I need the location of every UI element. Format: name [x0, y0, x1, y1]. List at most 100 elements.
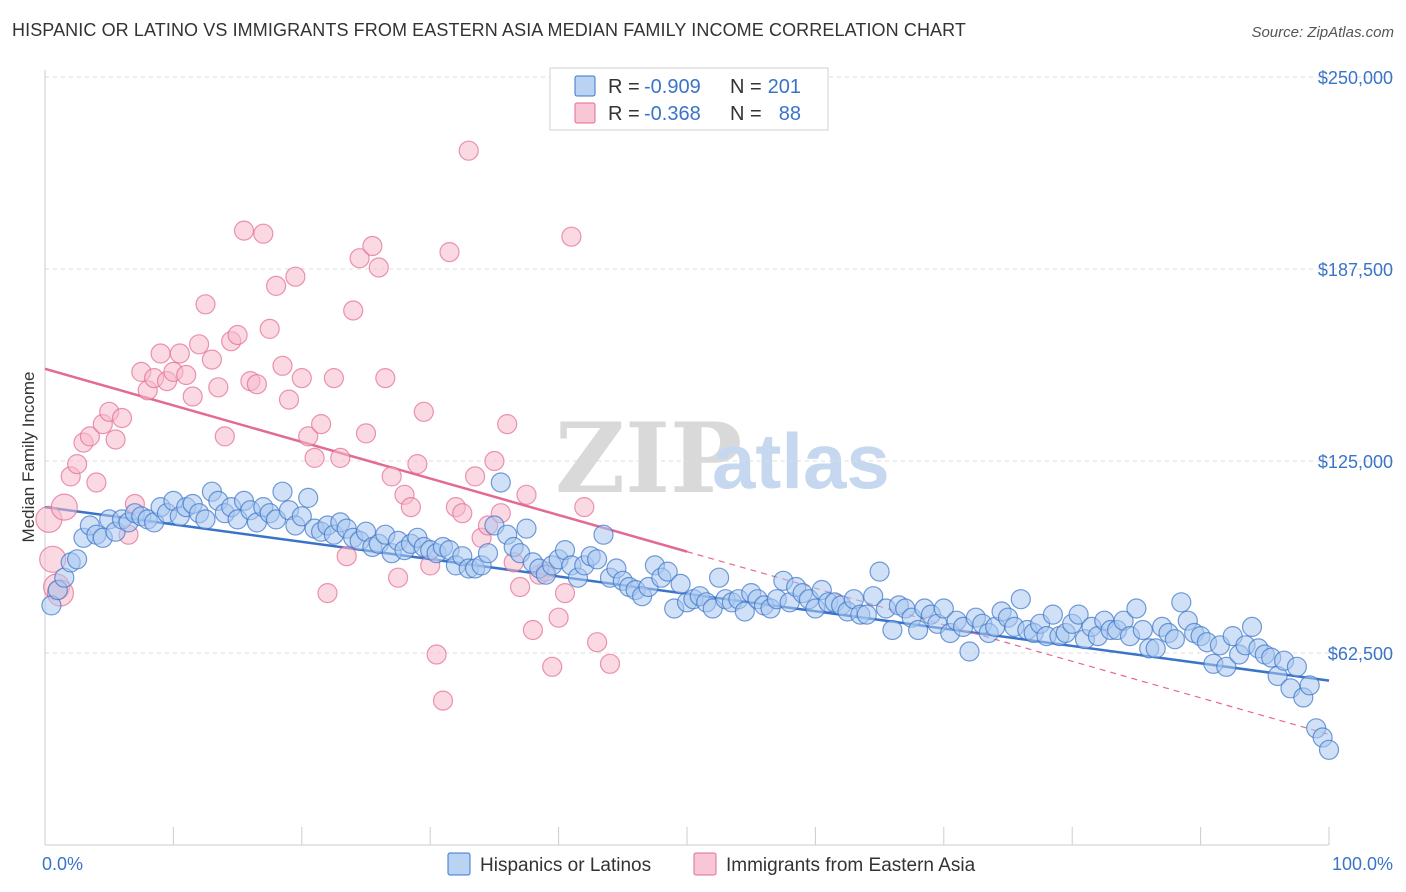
point-blue-143 [959, 641, 980, 662]
axes [44, 70, 1330, 846]
point-pink-76 [516, 484, 537, 505]
y-tick-label-0: $62,500 [1328, 644, 1393, 664]
point-blue-135 [907, 619, 929, 641]
chart-title: HISPANIC OR LATINO VS IMMIGRANTS FROM EA… [12, 20, 967, 40]
point-blue-36 [272, 481, 293, 502]
point-blue-86 [593, 524, 614, 545]
point-pink-51 [355, 423, 377, 444]
point-pink-38 [272, 355, 293, 376]
point-blue-139 [933, 598, 954, 619]
point-blue-156 [1042, 604, 1064, 625]
legend-n-value-2: 88 [779, 103, 801, 125]
point-pink-54 [375, 368, 396, 389]
legend-n-label-1: N = [730, 76, 762, 98]
series-legend-swatch-blue [447, 852, 471, 876]
point-pink-67 [458, 140, 479, 161]
point-pink-64 [439, 242, 460, 263]
point-pink-58 [400, 497, 421, 518]
point-blue-172 [1145, 638, 1166, 659]
point-pink-83 [561, 226, 582, 247]
point-blue-183 [1216, 656, 1237, 677]
point-blue-74 [516, 518, 537, 539]
point-pink-63 [432, 690, 454, 711]
correlation-legend: R = -0.909 N = 201 R = -0.368 N = 88 [549, 67, 829, 131]
point-pink-39 [278, 389, 300, 410]
point-pink-47 [330, 447, 351, 468]
point-blue-170 [1132, 619, 1153, 641]
point-blue-104 [708, 567, 730, 588]
point-blue-108 [734, 601, 755, 622]
y-tick-label-2: $187,500 [1318, 260, 1393, 280]
point-pink-32 [233, 220, 255, 241]
point-pink-73 [497, 414, 518, 435]
point-pink-6 [66, 454, 88, 475]
point-blue-68 [477, 543, 499, 564]
watermark-zip: ZIP [555, 402, 742, 515]
point-pink-43 [304, 447, 325, 468]
point-pink-62 [426, 644, 447, 665]
point-pink-4 [50, 493, 78, 521]
point-blue-187 [1241, 616, 1263, 638]
series-legend-label-pink: Immigrants from Eastern Asia [726, 855, 976, 876]
legend-r-value-2: -0.368 [644, 103, 701, 125]
series-legend: Hispanics or Latinos Immigrants from Eas… [447, 852, 976, 876]
legend-n-value-1: 201 [768, 76, 801, 98]
legend-box [549, 67, 829, 131]
legend-r-label-2: R = [608, 103, 640, 125]
y-tick-label-3: $250,000 [1318, 68, 1393, 88]
point-pink-8 [79, 426, 101, 447]
data-points [35, 140, 1340, 760]
point-pink-28 [208, 377, 229, 398]
y-tick-label-1: $125,000 [1318, 452, 1393, 472]
point-pink-77 [522, 619, 544, 641]
point-blue-129 [869, 561, 890, 582]
point-blue-39 [291, 506, 312, 527]
y-tick-labels: $62,500 $125,000 $187,500 $250,000 [1318, 68, 1393, 664]
point-pink-85 [586, 632, 608, 653]
point-blue-128 [863, 586, 884, 607]
point-blue-127 [856, 604, 877, 625]
point-pink-55 [381, 466, 402, 487]
x-tick-label-start: 0.0% [42, 854, 83, 874]
point-pink-48 [336, 546, 357, 567]
point-blue-151 [1010, 589, 1031, 610]
point-pink-25 [189, 334, 210, 355]
point-pink-45 [317, 582, 338, 604]
point-blue-160 [1068, 604, 1089, 625]
point-pink-49 [343, 300, 364, 321]
point-pink-26 [195, 294, 216, 315]
point-pink-34 [246, 374, 267, 395]
grid [45, 76, 1395, 654]
series-legend-swatch-pink [693, 852, 717, 876]
point-pink-37 [266, 275, 287, 296]
point-pink-60 [413, 401, 434, 422]
series-legend-label-blue: Hispanics or Latinos [480, 855, 651, 876]
point-pink-53 [368, 257, 389, 278]
y-axis-label: Median Family Income [19, 371, 38, 542]
point-blue-196 [1299, 675, 1320, 696]
point-pink-40 [285, 266, 306, 287]
point-pink-86 [599, 653, 621, 674]
point-pink-12 [105, 429, 126, 450]
point-blue-169 [1126, 598, 1147, 619]
point-blue-176 [1171, 592, 1192, 613]
source-credit: Source: ZipAtlas.com [1251, 24, 1394, 41]
point-pink-9 [86, 472, 107, 493]
point-pink-44 [311, 414, 332, 435]
point-pink-52 [362, 235, 383, 257]
legend-n-label-2: N = [730, 103, 762, 125]
point-blue-98 [670, 573, 691, 595]
point-pink-50 [349, 248, 370, 269]
point-blue-194 [1286, 656, 1308, 677]
point-blue-24 [195, 509, 216, 530]
legend-r-value-1: -0.909 [644, 76, 701, 98]
legend-swatch-pink [574, 102, 596, 124]
point-blue-4 [66, 549, 88, 570]
point-pink-81 [548, 607, 569, 628]
point-pink-46 [323, 368, 344, 389]
point-blue-85 [586, 549, 608, 570]
point-pink-19 [150, 343, 171, 364]
point-pink-84 [574, 497, 595, 518]
point-pink-68 [465, 466, 486, 487]
